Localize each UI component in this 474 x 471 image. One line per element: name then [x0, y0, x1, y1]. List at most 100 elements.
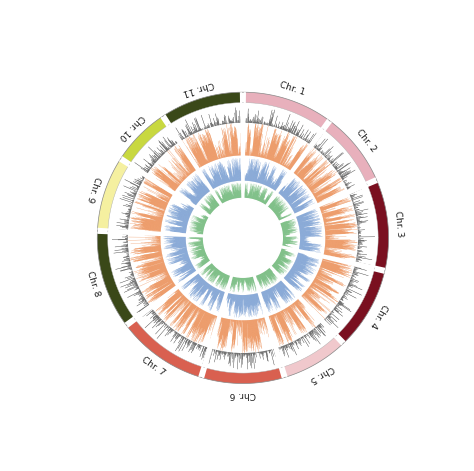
Polygon shape	[282, 310, 283, 314]
Polygon shape	[153, 185, 172, 196]
Polygon shape	[227, 194, 229, 201]
Polygon shape	[130, 218, 162, 223]
Polygon shape	[268, 268, 276, 277]
Polygon shape	[200, 312, 207, 327]
Polygon shape	[229, 128, 233, 156]
Polygon shape	[245, 187, 246, 198]
Polygon shape	[268, 203, 272, 207]
Polygon shape	[300, 242, 308, 243]
Polygon shape	[213, 270, 220, 279]
Polygon shape	[180, 221, 188, 224]
Polygon shape	[321, 211, 328, 213]
Polygon shape	[224, 191, 228, 202]
Polygon shape	[235, 185, 237, 199]
Polygon shape	[277, 216, 280, 218]
Polygon shape	[282, 243, 297, 244]
Polygon shape	[269, 267, 273, 272]
Polygon shape	[256, 179, 257, 182]
Polygon shape	[281, 221, 295, 226]
Polygon shape	[183, 308, 200, 334]
Polygon shape	[278, 189, 280, 193]
Polygon shape	[179, 148, 195, 171]
Polygon shape	[222, 150, 224, 158]
Polygon shape	[139, 192, 167, 204]
Polygon shape	[183, 259, 190, 261]
Polygon shape	[180, 233, 186, 234]
Polygon shape	[281, 249, 285, 250]
Polygon shape	[325, 231, 345, 232]
Polygon shape	[284, 162, 287, 166]
Polygon shape	[192, 216, 207, 222]
Polygon shape	[159, 171, 179, 187]
Polygon shape	[273, 315, 283, 341]
Polygon shape	[291, 198, 303, 206]
Polygon shape	[188, 261, 191, 262]
Polygon shape	[257, 293, 260, 303]
Polygon shape	[199, 186, 206, 195]
Polygon shape	[196, 244, 204, 246]
Polygon shape	[258, 174, 260, 183]
Polygon shape	[260, 273, 265, 284]
Polygon shape	[208, 141, 215, 160]
Polygon shape	[281, 249, 286, 250]
Polygon shape	[299, 224, 313, 227]
Polygon shape	[273, 174, 283, 189]
Polygon shape	[230, 276, 233, 289]
Polygon shape	[202, 207, 211, 214]
Polygon shape	[231, 276, 233, 283]
Polygon shape	[175, 241, 186, 242]
Polygon shape	[230, 276, 234, 288]
Polygon shape	[288, 274, 297, 281]
Polygon shape	[160, 284, 174, 293]
Polygon shape	[155, 277, 170, 285]
Polygon shape	[224, 156, 225, 157]
Polygon shape	[195, 276, 201, 282]
Polygon shape	[264, 179, 267, 185]
Polygon shape	[284, 186, 298, 199]
Polygon shape	[201, 282, 207, 288]
Polygon shape	[191, 181, 204, 195]
Polygon shape	[208, 285, 211, 289]
Polygon shape	[270, 140, 276, 160]
Polygon shape	[300, 247, 319, 250]
Polygon shape	[291, 305, 292, 307]
Polygon shape	[289, 307, 298, 320]
Polygon shape	[280, 251, 290, 255]
Polygon shape	[268, 268, 274, 276]
Polygon shape	[280, 223, 289, 226]
Polygon shape	[282, 241, 297, 242]
Polygon shape	[293, 266, 303, 271]
Polygon shape	[205, 173, 214, 188]
Polygon shape	[183, 255, 188, 257]
Polygon shape	[259, 319, 260, 325]
Polygon shape	[311, 284, 337, 302]
Polygon shape	[277, 216, 281, 219]
Polygon shape	[298, 300, 302, 305]
Polygon shape	[194, 279, 204, 290]
Polygon shape	[183, 151, 196, 170]
Polygon shape	[206, 184, 211, 191]
Polygon shape	[195, 247, 205, 250]
Polygon shape	[273, 264, 278, 269]
Polygon shape	[223, 199, 225, 203]
Polygon shape	[258, 274, 262, 283]
Polygon shape	[196, 246, 204, 248]
Polygon shape	[236, 277, 237, 284]
Polygon shape	[254, 320, 259, 352]
Polygon shape	[141, 220, 162, 224]
Polygon shape	[273, 207, 278, 212]
Polygon shape	[246, 190, 247, 199]
Polygon shape	[229, 275, 230, 280]
Polygon shape	[319, 269, 324, 272]
Polygon shape	[279, 252, 284, 255]
Polygon shape	[288, 191, 305, 203]
Polygon shape	[164, 292, 181, 306]
Polygon shape	[292, 200, 303, 208]
Polygon shape	[188, 206, 193, 209]
Polygon shape	[276, 260, 289, 268]
Polygon shape	[270, 316, 281, 344]
Polygon shape	[222, 187, 228, 202]
Polygon shape	[274, 261, 278, 265]
Polygon shape	[218, 318, 225, 347]
Polygon shape	[267, 141, 273, 159]
